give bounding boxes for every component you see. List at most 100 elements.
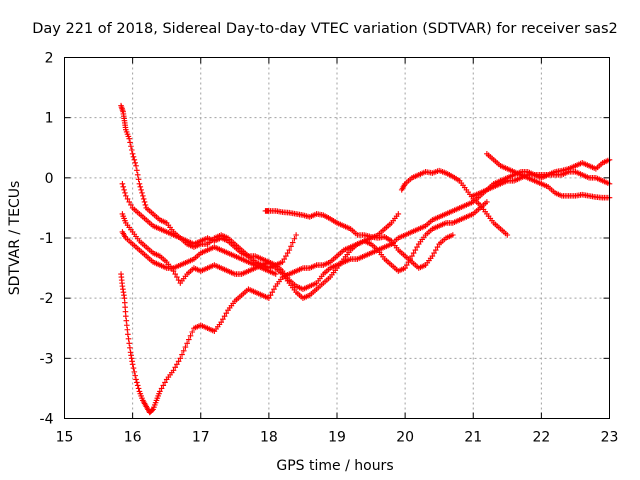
data-point	[180, 348, 187, 354]
x-tick-label: 16	[124, 430, 142, 446]
data-point	[218, 319, 224, 326]
data-point	[133, 163, 139, 169]
data-point	[412, 247, 419, 253]
x-tick-label: 20	[396, 430, 414, 446]
data-point	[284, 250, 291, 256]
y-tick-label: -3	[40, 351, 54, 367]
data-point	[484, 199, 490, 205]
data-point	[293, 232, 299, 238]
data-point	[221, 313, 228, 320]
data-point	[177, 355, 184, 362]
data-point	[132, 372, 138, 379]
data-point	[289, 239, 296, 246]
data-point	[136, 181, 143, 187]
data-point	[286, 247, 293, 253]
data-point	[140, 193, 146, 199]
data-point	[170, 367, 177, 374]
data-point	[134, 172, 141, 178]
series-3	[119, 181, 490, 301]
data-point	[127, 345, 133, 351]
data-point	[137, 184, 144, 190]
data-point	[140, 196, 147, 202]
data-point	[175, 277, 182, 283]
data-point	[223, 310, 230, 317]
series-2	[118, 211, 402, 416]
data-point	[130, 365, 137, 371]
data-point	[283, 253, 289, 259]
data-points	[118, 102, 613, 416]
data-point	[402, 265, 408, 271]
data-point	[410, 250, 417, 256]
data-point	[182, 344, 189, 350]
data-point	[134, 382, 141, 389]
data-point	[414, 244, 420, 250]
data-point	[186, 336, 192, 343]
data-point	[125, 335, 132, 342]
data-point	[187, 332, 194, 339]
data-point	[120, 184, 127, 190]
data-point	[131, 369, 138, 375]
plot-frame	[64, 57, 610, 419]
data-point	[128, 147, 135, 153]
data-point	[157, 388, 163, 395]
data-point	[174, 361, 180, 368]
data-point	[395, 211, 402, 217]
data-point	[132, 159, 138, 166]
data-point	[127, 139, 133, 146]
data-point	[135, 385, 142, 392]
x-tick-label: 15	[56, 430, 74, 446]
data-point	[172, 271, 179, 277]
x-tick-label: 19	[328, 430, 346, 446]
series-8	[484, 150, 613, 201]
x-tick-label: 23	[601, 430, 619, 446]
data-point	[130, 153, 137, 160]
data-point	[138, 187, 144, 193]
chart-title: Day 221 of 2018, Sidereal Day-to-day VTE…	[32, 21, 617, 37]
series-7	[398, 167, 511, 238]
data-point	[434, 244, 441, 250]
data-point	[288, 243, 294, 250]
data-point	[142, 202, 149, 208]
data-point	[279, 259, 286, 265]
x-axis-label: GPS time / hours	[276, 458, 393, 474]
data-point	[432, 247, 439, 253]
y-tick-label: -4	[40, 412, 54, 428]
y-tick-label: -2	[40, 291, 54, 307]
y-tick-label: -1	[40, 231, 54, 247]
data-point	[149, 407, 156, 414]
data-point	[126, 199, 133, 205]
data-point	[121, 187, 127, 193]
data-point	[119, 181, 126, 187]
data-point	[134, 167, 140, 174]
y-tick-label: 0	[45, 171, 54, 187]
data-point	[404, 262, 410, 268]
data-point	[184, 340, 190, 347]
data-point	[134, 379, 140, 386]
data-point	[141, 199, 148, 205]
data-point	[139, 190, 145, 196]
data-point	[504, 232, 511, 238]
x-tick-label: 22	[532, 430, 550, 446]
x-tick-label: 18	[260, 430, 278, 446]
data-point	[175, 358, 182, 365]
data-point	[126, 340, 133, 347]
data-point	[128, 143, 134, 150]
y-axis-label: SDTVAR / TECUs	[7, 181, 23, 296]
data-point	[124, 196, 131, 202]
data-point	[179, 351, 185, 358]
data-point	[220, 316, 226, 323]
data-point	[267, 292, 274, 298]
data-point	[162, 379, 168, 386]
y-tick-label: 1	[45, 111, 54, 127]
data-point	[122, 190, 128, 196]
data-point	[429, 253, 436, 259]
x-tick-label: 21	[464, 430, 482, 446]
data-point	[125, 331, 131, 338]
x-tick-label: 17	[192, 430, 210, 446]
data-point	[131, 156, 138, 163]
data-point	[158, 385, 165, 392]
data-point	[281, 256, 288, 262]
data-point	[291, 235, 298, 242]
